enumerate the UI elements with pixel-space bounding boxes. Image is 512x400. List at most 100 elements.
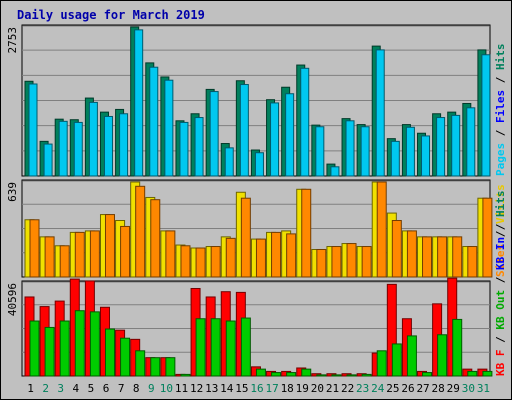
day-label: 13 xyxy=(205,382,218,395)
bar-kb-out xyxy=(422,372,433,377)
day-label: 19 xyxy=(296,382,309,395)
bar-sites xyxy=(376,181,387,278)
day-label: 22 xyxy=(341,382,354,395)
panel-legend: KB F / KB Out / KB In / Hits xyxy=(494,191,507,377)
bar-sites xyxy=(225,237,236,278)
bar-sites xyxy=(89,230,100,278)
bar-kb-out xyxy=(59,320,70,377)
bar-sites xyxy=(165,230,176,278)
bar-kb-out xyxy=(391,343,402,377)
day-label: 23 xyxy=(356,382,369,395)
bar-sites xyxy=(195,247,206,278)
bar-sites xyxy=(180,245,191,278)
panel-legend: Sites / Visits xyxy=(494,184,507,277)
bar-sites xyxy=(150,199,161,278)
bar-pages xyxy=(254,152,264,177)
bar-pages xyxy=(224,147,234,177)
bar-kb-out xyxy=(44,326,55,377)
legend-separator: / xyxy=(494,70,507,90)
day-label: 7 xyxy=(118,382,125,395)
legend-separator: / xyxy=(494,217,507,237)
legend-item: Pages xyxy=(494,143,507,176)
legend-separator: / xyxy=(494,123,507,143)
bar-pages xyxy=(194,117,204,177)
legend-item: KB Out xyxy=(494,290,507,330)
bar-kb-out xyxy=(120,337,131,377)
bar-pages xyxy=(451,114,461,177)
bar-kb-out xyxy=(406,335,417,377)
panel-visits-sites: 639 Sites / Visits xyxy=(6,179,507,278)
day-label: 15 xyxy=(235,382,248,395)
bar-pages xyxy=(270,102,280,177)
bar-pages xyxy=(405,126,415,177)
day-label: 27 xyxy=(416,382,429,395)
bar-pages xyxy=(285,93,295,177)
bar-pages xyxy=(119,113,129,177)
bar-pages xyxy=(390,140,400,177)
bar-pages xyxy=(436,117,446,177)
bar-kb-out xyxy=(210,318,221,377)
axis-max-label: 2753 xyxy=(6,27,19,54)
day-label: 30 xyxy=(462,382,475,395)
bar-sites xyxy=(467,246,478,278)
day-label: 20 xyxy=(311,382,324,395)
bar-sites xyxy=(104,214,115,278)
bar-sites xyxy=(271,231,282,278)
bar-sites xyxy=(255,238,266,278)
chart-title: Daily usage for March 2019 xyxy=(17,8,205,22)
day-label: 11 xyxy=(175,382,188,395)
bar-kb-out xyxy=(316,374,327,377)
bar-pages xyxy=(28,83,38,177)
bar-pages xyxy=(179,121,189,177)
day-label: 31 xyxy=(477,382,490,395)
bar-kb-out xyxy=(301,368,312,377)
bar-kb-out xyxy=(165,357,176,377)
bar-kb-out xyxy=(376,350,387,377)
bar-sites xyxy=(120,225,131,278)
bar-sites xyxy=(452,236,463,278)
bar-sites xyxy=(316,248,327,278)
legend-item: KB F xyxy=(494,350,507,377)
legend-item: Sites xyxy=(494,244,507,277)
bar-sites xyxy=(346,243,357,278)
bar-pages xyxy=(134,29,144,177)
bar-pages xyxy=(345,120,355,177)
bar-kb-out xyxy=(437,334,448,377)
bar-kb-out xyxy=(361,373,372,377)
day-label: 25 xyxy=(386,382,399,395)
bar-kb-out xyxy=(89,311,100,377)
day-label: 24 xyxy=(371,382,385,395)
bar-pages xyxy=(360,126,370,177)
bar-sites xyxy=(59,245,70,278)
bar-kb-out xyxy=(271,372,282,377)
bar-sites xyxy=(74,231,85,278)
day-label: 16 xyxy=(250,382,263,395)
day-label: 26 xyxy=(401,382,414,395)
bar-kb-out xyxy=(240,317,251,377)
bar-sites xyxy=(391,220,402,278)
bar-pages xyxy=(164,79,174,177)
bar-pages xyxy=(239,84,249,177)
panel-hits-files-pages: 2753 Pages / Files / Hits xyxy=(6,24,507,177)
panels: 2753 Pages / Files / Hits 639 Sites / Visit… xyxy=(6,24,507,377)
day-label: 9 xyxy=(148,382,155,395)
day-label: 21 xyxy=(326,382,339,395)
bar-pages xyxy=(209,91,219,177)
day-label: 14 xyxy=(220,382,234,395)
bar-sites xyxy=(286,233,297,278)
panel-kb-in-out: 40596 KB F / KB Out / KB In / Hits xyxy=(6,191,507,377)
bar-sites xyxy=(135,185,146,278)
bar-pages xyxy=(58,120,68,177)
axis-max-label: 639 xyxy=(6,182,19,202)
bar-pages xyxy=(43,143,53,177)
bar-kb-out xyxy=(467,370,478,377)
bar-kb-out xyxy=(346,374,357,377)
bar-sites xyxy=(482,197,493,278)
bar-pages xyxy=(330,166,340,177)
bar-pages xyxy=(300,67,310,177)
bar-kb-out xyxy=(286,372,297,377)
bar-sites xyxy=(44,236,55,278)
bar-sites xyxy=(29,219,40,278)
